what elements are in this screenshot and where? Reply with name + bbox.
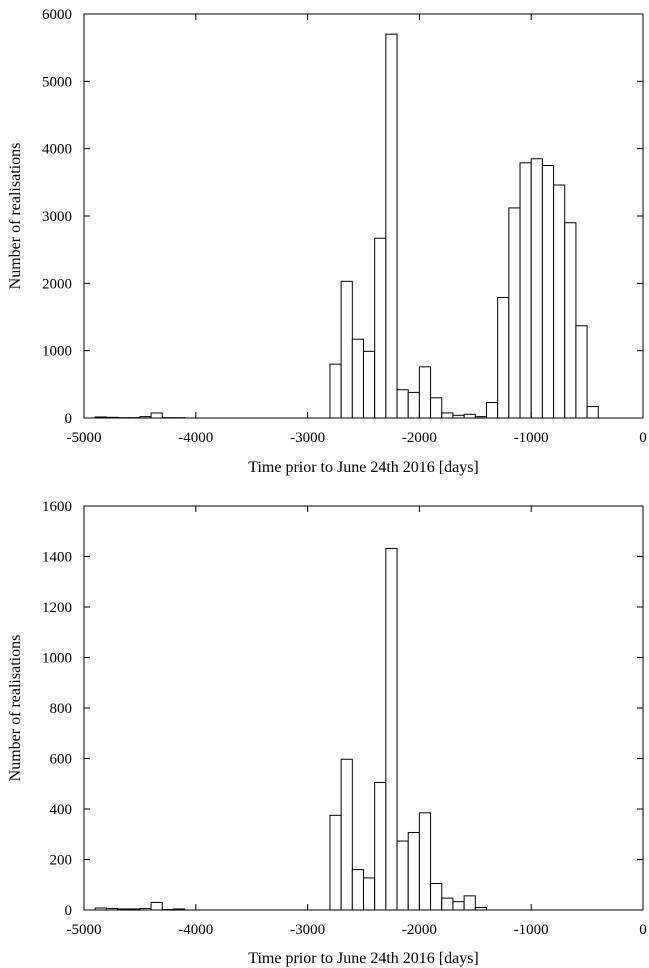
top-bar-24 — [508, 207, 521, 419]
top-xtick-label-2: -3000 — [290, 430, 325, 446]
bottom-ytick-label-5: 1000 — [42, 651, 72, 667]
bottom-ytick-label-7: 1400 — [42, 550, 72, 566]
bottom-ytick-label-8: 1600 — [42, 499, 72, 515]
top-ytick-label-1: 1000 — [42, 344, 72, 360]
top-ytick-label-3: 3000 — [42, 209, 72, 225]
bottom-xtick-label-1: -4000 — [178, 922, 213, 938]
top-bar-17 — [430, 397, 443, 419]
top-bar-29 — [564, 222, 577, 419]
top-bar-18 — [441, 412, 454, 419]
bottom-plot-frame — [83, 505, 644, 911]
bottom-ytick-label-4: 800 — [50, 701, 73, 717]
bottom-bar-15 — [407, 831, 420, 911]
bottom-xtick-label-5: 0 — [639, 922, 647, 938]
bottom-bar-19 — [452, 901, 465, 911]
top-xtick-label-3: -2000 — [402, 430, 437, 446]
bottom-bar-9 — [340, 758, 353, 911]
top-ytick-label-4: 4000 — [42, 142, 72, 158]
bottom-xtick-label-2: -3000 — [290, 922, 325, 938]
bottom-ytick-label-6: 1200 — [42, 600, 72, 616]
top-xtick-label-1: -4000 — [178, 430, 213, 446]
top-bar-23 — [497, 296, 510, 419]
top-bar-26 — [530, 158, 543, 419]
top-bar-9 — [340, 280, 353, 419]
top-bar-11 — [363, 350, 376, 419]
bottom-ytick-label-3: 600 — [50, 752, 73, 768]
bottom-y-axis-title: Number of realisations — [7, 635, 24, 782]
top-bar-5 — [150, 412, 163, 419]
bottom-bar-17 — [430, 882, 443, 911]
bottom-x-axis-title: Time prior to June 24th 2016 [days] — [248, 950, 479, 967]
top-ytick-label-0: 0 — [65, 411, 73, 427]
bottom-bar-8 — [329, 814, 342, 911]
bottom-ytick-label-2: 400 — [50, 802, 73, 818]
top-ytick-label-5: 5000 — [42, 74, 72, 90]
top-xtick-label-5: 0 — [639, 430, 647, 446]
bottom-xtick-label-3: -2000 — [402, 922, 437, 938]
bottom-bar-14 — [396, 840, 409, 911]
top-xtick-label-0: -5000 — [67, 430, 102, 446]
bottom-bar-20 — [463, 895, 476, 911]
bottom-bar-12 — [374, 781, 387, 911]
bottom-bar-5 — [150, 901, 163, 911]
top-bar-27 — [541, 165, 555, 419]
bottom-bar-18 — [441, 897, 454, 911]
top-bar-14 — [396, 389, 409, 419]
bottom-xtick-label-4: -1000 — [514, 922, 549, 938]
bottom-bar-11 — [363, 877, 376, 911]
top-bar-25 — [519, 162, 532, 419]
top-y-axis-title: Number of realisations — [7, 143, 24, 290]
histogram-bottom: -5000 -4000 -3000 -2000 -1000 0 0 200 400 600 800 1… — [7, 499, 647, 967]
top-bar-30 — [575, 325, 588, 419]
bottom-bar-16 — [418, 812, 432, 911]
top-bar-13 — [385, 33, 398, 419]
top-bar-10 — [351, 338, 365, 419]
top-bar-8 — [329, 363, 342, 419]
top-bar-16 — [418, 366, 432, 419]
top-bar-15 — [407, 391, 420, 419]
top-bar-22 — [485, 402, 499, 419]
top-xtick-label-4: -1000 — [514, 430, 549, 446]
bottom-ytick-label-0: 0 — [65, 903, 73, 919]
top-bar-20 — [463, 413, 476, 419]
histogram-top: -5000 -4000 -3000 -2000 -1000 0 0 1000 2000 3000 4… — [7, 7, 647, 476]
bottom-bar-10 — [351, 869, 365, 911]
bottom-bar-13 — [385, 547, 398, 911]
top-ytick-label-6: 6000 — [42, 7, 72, 23]
top-bar-12 — [374, 237, 387, 419]
bottom-xtick-label-0: -5000 — [67, 922, 102, 938]
top-ytick-label-2: 2000 — [42, 276, 72, 292]
top-bar-28 — [553, 184, 566, 419]
top-bar-31 — [586, 406, 599, 419]
top-x-axis-title: Time prior to June 24th 2016 [days] — [248, 459, 479, 476]
bottom-ytick-label-1: 200 — [50, 853, 73, 869]
